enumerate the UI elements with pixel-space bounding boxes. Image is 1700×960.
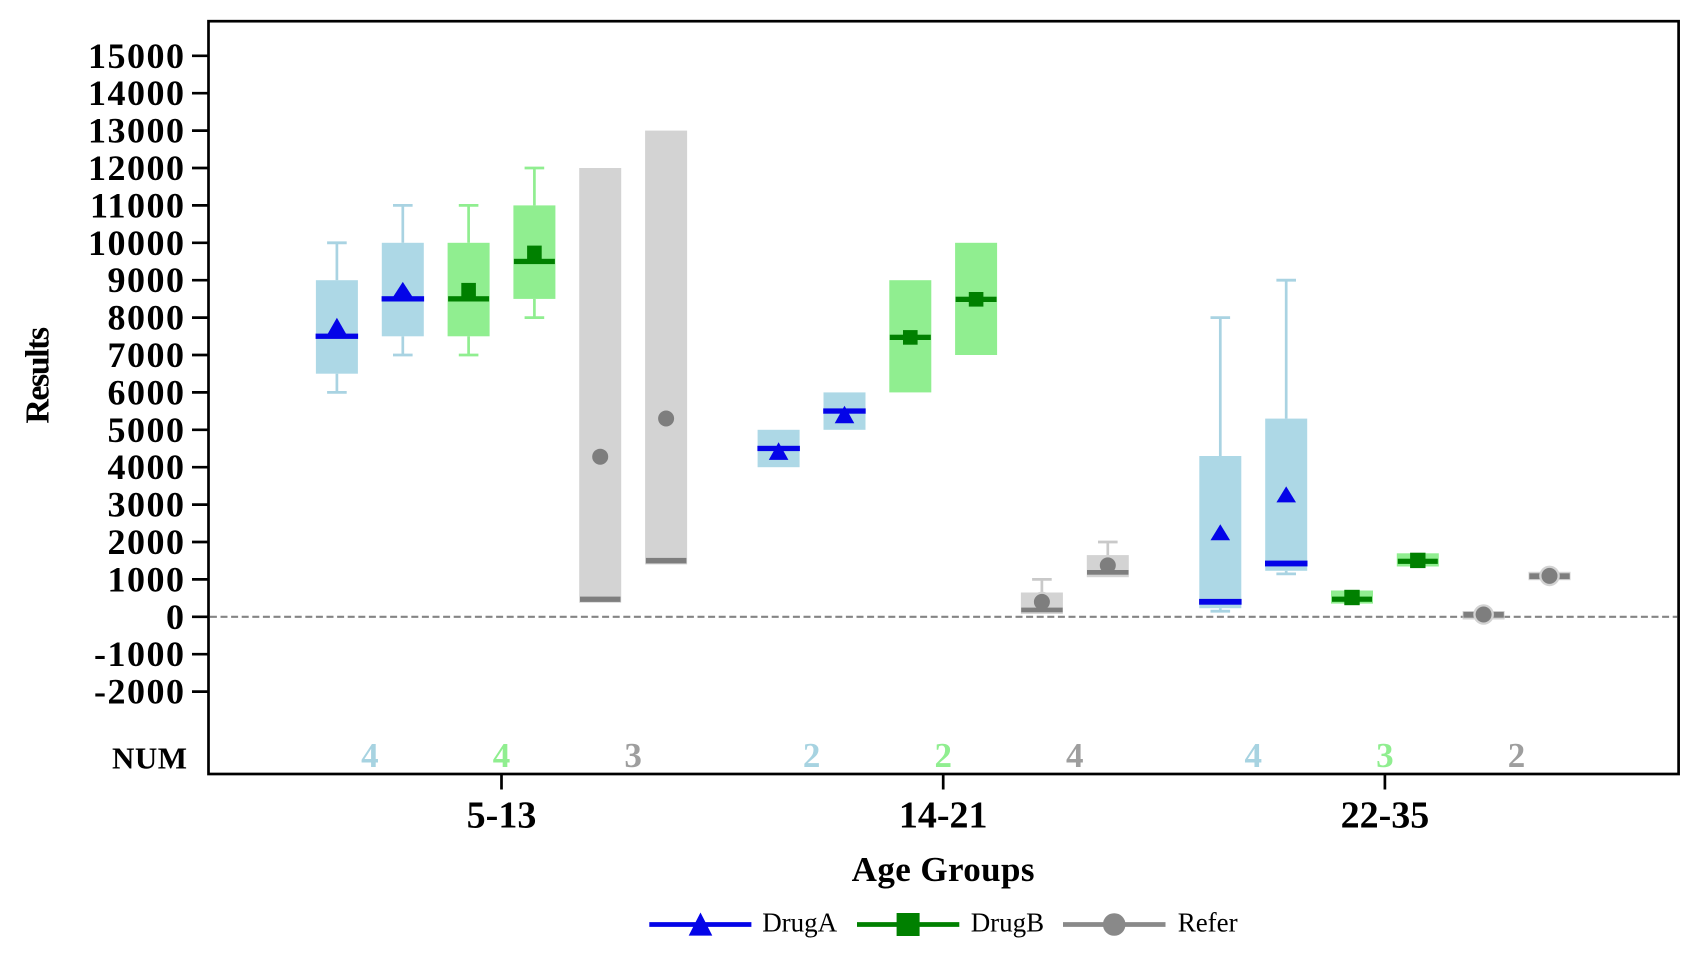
svg-text:7000: 7000 [108,335,186,375]
svg-text:6000: 6000 [108,372,186,412]
svg-text:14-21: 14-21 [899,795,988,837]
svg-text:15000: 15000 [88,36,186,76]
svg-text:4000: 4000 [108,447,186,487]
svg-text:5-13: 5-13 [467,795,537,837]
svg-text:11000: 11000 [90,185,186,225]
svg-text:14000: 14000 [88,73,186,113]
svg-text:Age Groups: Age Groups [852,850,1035,889]
svg-text:4: 4 [361,736,379,775]
svg-text:Results: Results [19,327,56,424]
svg-text:-1000: -1000 [94,634,186,674]
svg-text:3: 3 [1376,736,1394,775]
svg-text:12000: 12000 [88,148,186,188]
svg-text:9000: 9000 [108,260,186,300]
svg-text:0: 0 [166,597,186,637]
svg-text:4: 4 [1066,736,1084,775]
svg-text:13000: 13000 [88,111,186,151]
svg-text:8000: 8000 [108,298,186,338]
svg-text:4: 4 [1245,736,1263,775]
svg-text:22-35: 22-35 [1341,795,1430,837]
svg-text:3: 3 [624,736,642,775]
svg-text:1000: 1000 [108,559,186,599]
svg-text:DrugB: DrugB [971,907,1044,937]
svg-text:2: 2 [1508,736,1526,775]
svg-text:3000: 3000 [108,485,186,525]
svg-text:DrugA: DrugA [762,907,837,937]
svg-text:Refer: Refer [1178,907,1238,937]
svg-text:-2000: -2000 [94,672,186,712]
svg-text:2: 2 [934,736,952,775]
svg-text:5000: 5000 [108,410,186,450]
svg-text:2000: 2000 [108,522,186,562]
svg-text:NUM: NUM [112,740,188,775]
svg-text:4: 4 [493,736,511,775]
svg-text:2: 2 [803,736,821,775]
svg-text:10000: 10000 [88,223,186,263]
